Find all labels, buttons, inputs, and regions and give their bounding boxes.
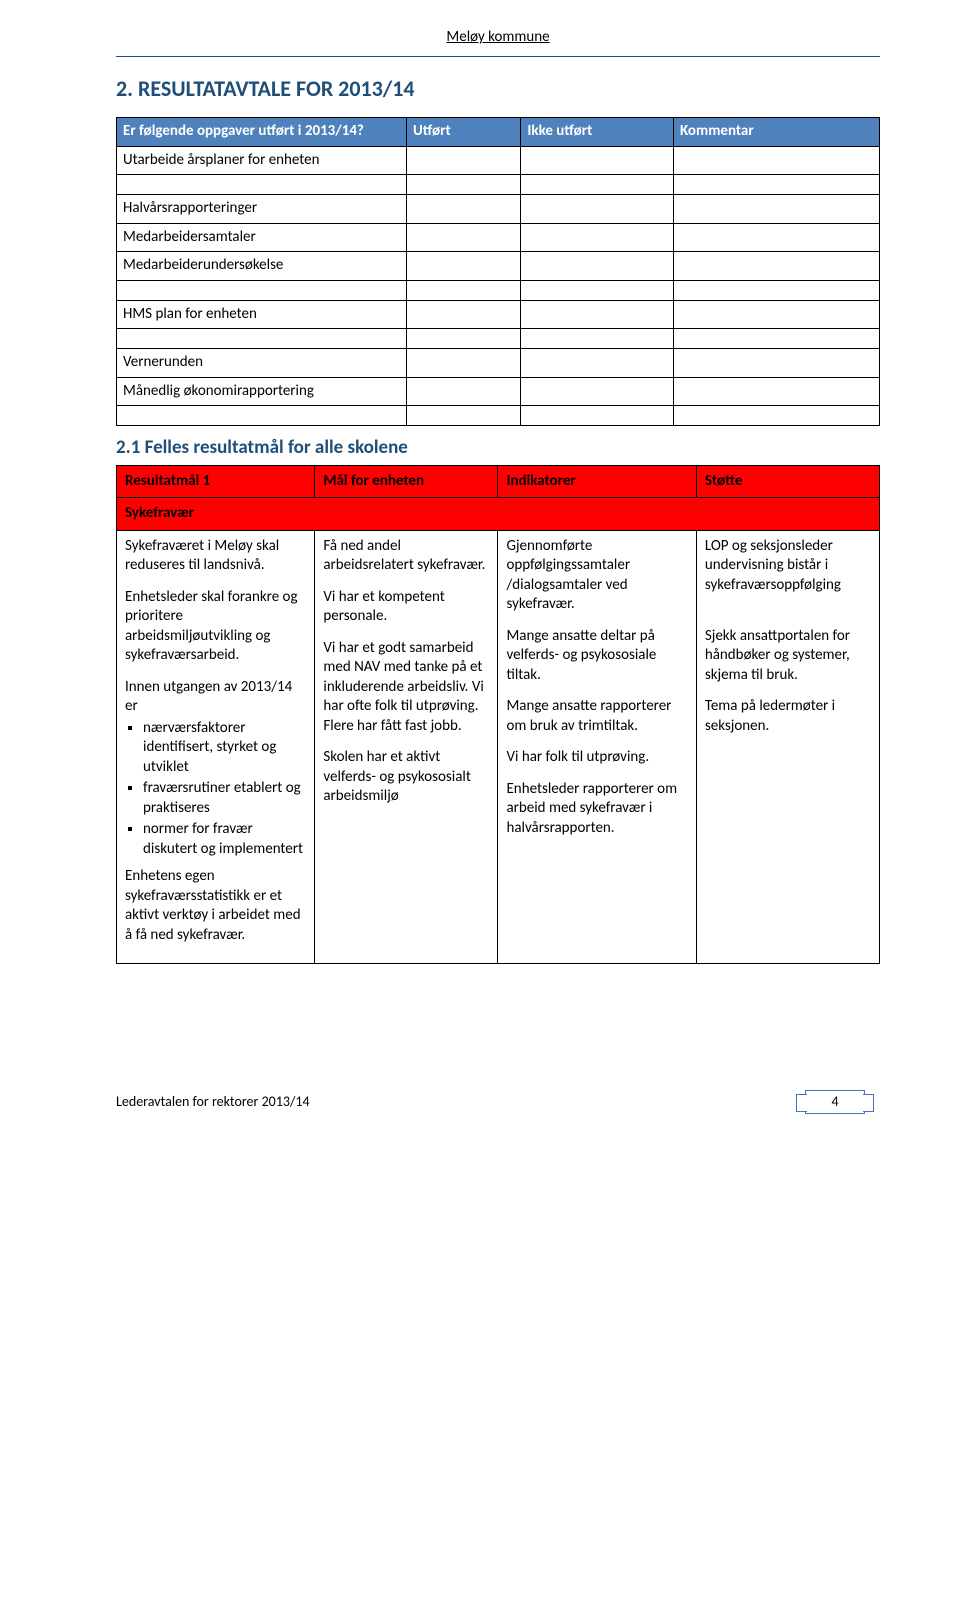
text: Enhetsleder rapporterer om arbeid med sy… <box>506 780 687 839</box>
table2-header-0: Resultatmål 1 <box>117 465 315 498</box>
footer-text: Lederavtalen for rektorer 2013/14 <box>116 1093 310 1111</box>
page-header-title: Meløy kommune <box>116 28 880 48</box>
text: Skolen har et aktivt velferds- og psykos… <box>323 748 489 807</box>
page-number-ribbon: 4 <box>805 1090 865 1114</box>
footer-page-number: 4 <box>790 1084 880 1120</box>
table1-row: Utarbeide årsplaner for enheten <box>117 146 407 175</box>
table1-header-3: Kommentar <box>673 118 879 147</box>
table2-header-3: Støtte <box>696 465 879 498</box>
list-item: normer for fravær diskutert og implement… <box>143 820 306 859</box>
subsection-title: 2.1 Felles resultatmål for alle skolene <box>116 436 880 461</box>
table1-row: Medarbeiderundersøkelse <box>117 252 407 281</box>
table2-header-1: Mål for enheten <box>315 465 498 498</box>
text: Mange ansatte deltar på velferds- og psy… <box>506 627 687 686</box>
table1-row: Medarbeidersamtaler <box>117 223 407 252</box>
table2-category: Sykefravær <box>117 498 880 531</box>
table1-row: Månedlig økonomirapportering <box>117 377 407 406</box>
table1-row: Vernerunden <box>117 349 407 378</box>
table2-col3: Gjennomførte oppfølgingssamtaler /dialog… <box>498 530 696 964</box>
text: Gjennomførte oppfølgingssamtaler /dialog… <box>506 537 687 615</box>
text: Vi har et godt samarbeid med NAV med tan… <box>323 639 489 737</box>
table1-row: HMS plan for enheten <box>117 300 407 329</box>
page-footer: Lederavtalen for rektorer 2013/14 4 <box>116 1084 880 1120</box>
header-divider <box>116 56 880 57</box>
text: Tema på ledermøter i seksjonen. <box>705 697 871 736</box>
results-table: Resultatmål 1 Mål for enheten Indikatore… <box>116 465 880 965</box>
text: Sykefraværet i Meløy skal reduseres til … <box>125 537 306 576</box>
table1-header-0: Er følgende oppgaver utført i 2013/14? <box>117 118 407 147</box>
tasks-table: Er følgende oppgaver utført i 2013/14? U… <box>116 117 880 426</box>
bullet-list: nærværsfaktorer identifisert, styrket og… <box>125 719 306 860</box>
text: Innen utgangen av 2013/14 er <box>125 678 306 717</box>
table1-header-2: Ikke utført <box>521 118 674 147</box>
table1-row: Halvårsrapporteringer <box>117 195 407 224</box>
page-number: 4 <box>831 1093 838 1111</box>
table1-header-1: Utført <box>406 118 520 147</box>
table2-col2: Få ned andel arbeidsrelatert sykefravær.… <box>315 530 498 964</box>
text: Få ned andel arbeidsrelatert sykefravær. <box>323 537 489 576</box>
text: Vi har folk til utprøving. <box>506 748 687 768</box>
text: Sjekk ansattportalen for håndbøker og sy… <box>705 627 871 686</box>
table2-header-2: Indikatorer <box>498 465 696 498</box>
text: LOP og seksjonsleder undervisning bistår… <box>705 537 871 596</box>
text: Enhetens egen sykefraværsstatistikk er e… <box>125 867 306 945</box>
list-item: nærværsfaktorer identifisert, styrket og… <box>143 719 306 778</box>
text: Mange ansatte rapporterer om bruk av tri… <box>506 697 687 736</box>
section-title: 2. RESULTATAVTALE FOR 2013/14 <box>116 75 880 104</box>
table2-col1: Sykefraværet i Meløy skal reduseres til … <box>117 530 315 964</box>
table2-col4: LOP og seksjonsleder undervisning bistår… <box>696 530 879 964</box>
text: Enhetsleder skal forankre og prioritere … <box>125 588 306 666</box>
text: Vi har et kompetent personale. <box>323 588 489 627</box>
list-item: fraværsrutiner etablert og praktiseres <box>143 779 306 818</box>
